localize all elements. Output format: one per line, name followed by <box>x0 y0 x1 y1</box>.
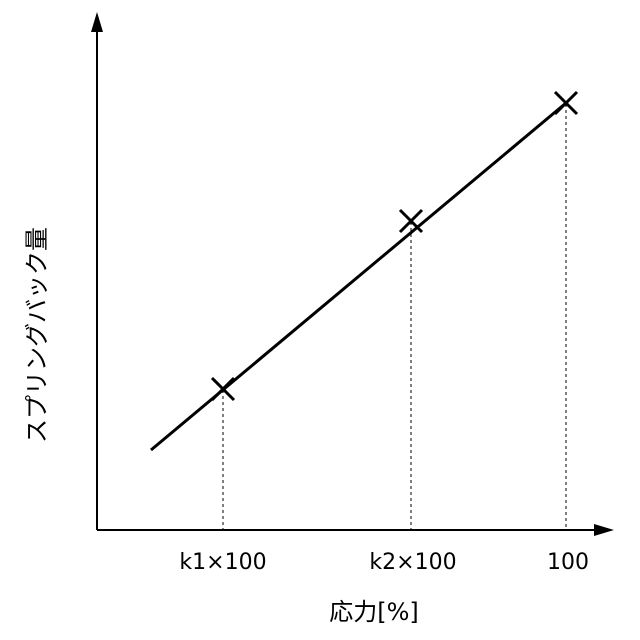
x-tick-label: k1×100 <box>179 550 266 575</box>
diagram: k1×100 k2×100 100 応力[%] スプリングバック量 <box>0 0 640 640</box>
y-axis-arrow <box>91 12 103 32</box>
x-tick-label: k2×100 <box>369 550 456 575</box>
x-tick-label: 100 <box>547 550 589 575</box>
guide-lines <box>223 104 566 530</box>
y-axis-label: スプリングバック量 <box>23 227 51 443</box>
x-axis-arrow <box>594 524 614 536</box>
page: {"y_axis_label": "スプリングバック量", "x_axis_la… <box>0 0 640 640</box>
x-axis-label: 応力[%] <box>329 598 419 626</box>
